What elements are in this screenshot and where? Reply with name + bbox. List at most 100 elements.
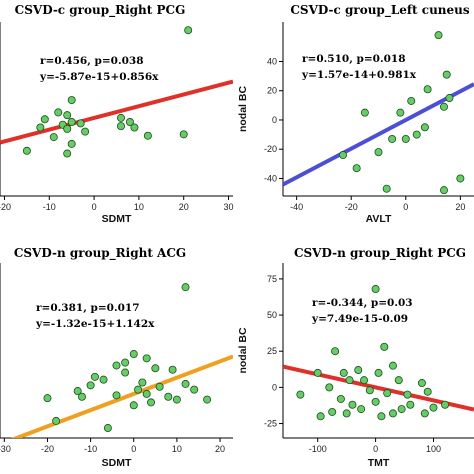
y-tick-label: -40 xyxy=(264,173,277,183)
x-tick-label: -100 xyxy=(309,444,327,454)
data-point xyxy=(90,372,99,381)
data-point xyxy=(121,368,130,377)
data-point xyxy=(313,368,322,377)
data-point xyxy=(396,108,405,117)
x-tick-label: 20 xyxy=(179,202,189,212)
x-tick-label: 10 xyxy=(134,202,144,212)
data-point xyxy=(339,151,348,160)
y-tick-label: 0 xyxy=(272,115,277,125)
x-tick-label: -20 xyxy=(41,444,54,454)
data-point xyxy=(129,401,138,410)
x-axis-label: AVLT xyxy=(366,213,392,225)
data-point xyxy=(365,386,374,395)
data-point xyxy=(434,31,443,40)
x-tick-label: -10 xyxy=(43,202,56,212)
data-point xyxy=(354,366,363,375)
data-point xyxy=(86,381,95,390)
data-point xyxy=(407,96,416,105)
data-point xyxy=(360,376,369,385)
data-point xyxy=(423,85,432,94)
plot-area xyxy=(10,283,233,438)
data-point xyxy=(138,378,147,387)
x-tick-label: -40 xyxy=(290,202,303,212)
data-point xyxy=(54,108,63,117)
x-tick-label: 20 xyxy=(455,202,465,212)
data-point xyxy=(143,131,152,140)
data-point xyxy=(439,186,448,195)
y-tick-label: 40 xyxy=(267,56,277,66)
data-point xyxy=(380,342,389,351)
data-point xyxy=(403,390,412,399)
regression-equation: y=7.49e-15-0.09 xyxy=(311,313,408,325)
regression-equation: y=-5.87e-15+0.856x xyxy=(39,71,159,83)
y-tick-label: 50 xyxy=(267,310,277,320)
data-point xyxy=(429,403,438,412)
data-point xyxy=(348,400,357,409)
data-point xyxy=(382,184,391,193)
data-point xyxy=(420,409,429,418)
data-point xyxy=(49,133,58,142)
data-point xyxy=(360,108,369,117)
chart-panel-1: CSVD-c group_Right PCG -20 -10 0 10 20 30 SDMT r… xyxy=(0,3,234,225)
regression-equation: y=1.57e-14+0.981x xyxy=(301,69,417,81)
data-point xyxy=(325,383,334,392)
data-point xyxy=(374,368,383,377)
data-point xyxy=(43,394,52,403)
data-point xyxy=(181,283,190,292)
x-tick-label: 30 xyxy=(224,202,234,212)
x-axis-label: TMT xyxy=(368,457,390,469)
y-tick-label: -25 xyxy=(264,419,277,429)
y-axis-label: nodal BC xyxy=(237,86,249,132)
x-axis-label: SDMT xyxy=(102,457,132,469)
data-point xyxy=(63,124,72,133)
data-point xyxy=(456,174,465,183)
data-point xyxy=(151,364,160,373)
data-point xyxy=(116,122,125,131)
data-point xyxy=(339,368,348,377)
data-point xyxy=(316,412,325,421)
data-point xyxy=(125,118,134,127)
x-axis-label: SDMT xyxy=(102,213,132,225)
data-point xyxy=(181,379,190,388)
data-point xyxy=(155,382,164,391)
data-point xyxy=(121,358,130,367)
data-point xyxy=(190,385,199,394)
data-point xyxy=(142,389,151,398)
chart-title: CSVD-n group_Right ACG xyxy=(14,246,186,261)
y-axis-label: nodal BC xyxy=(237,327,249,373)
data-point xyxy=(147,398,156,407)
data-point xyxy=(388,134,397,143)
data-point xyxy=(420,123,429,132)
data-point xyxy=(134,385,143,394)
data-point xyxy=(99,375,108,384)
data-point xyxy=(441,400,450,409)
regression-equation: y=-1.32e-15+1.142x xyxy=(35,318,155,330)
chart-panel-3: CSVD-n group_Right ACG -30 -20 -10 0 10 20 SDMT… xyxy=(0,246,233,469)
correlation-stat: r=0.381, p=0.017 xyxy=(36,302,140,314)
data-point xyxy=(129,350,138,359)
data-point xyxy=(81,127,90,136)
regression-line xyxy=(283,82,474,187)
data-point xyxy=(371,285,380,294)
y-tick-label: 0 xyxy=(272,382,277,392)
data-point xyxy=(394,376,403,385)
x-tick-label: 100 xyxy=(426,444,441,454)
data-point xyxy=(112,391,121,400)
data-point xyxy=(142,354,151,363)
data-point xyxy=(397,405,406,414)
correlation-stat: r=0.456, p=0.038 xyxy=(40,55,144,67)
regression-line xyxy=(0,79,233,145)
x-tick-label: 10 xyxy=(172,444,182,454)
data-point xyxy=(401,134,410,143)
x-tick-label: 20 xyxy=(215,444,225,454)
data-point xyxy=(67,118,76,127)
data-point xyxy=(76,119,85,128)
chart-title: CSVD-c group_Left cuneus xyxy=(290,3,470,18)
data-point xyxy=(112,361,121,370)
y-tick-label: 25 xyxy=(267,346,277,356)
data-point xyxy=(377,412,386,421)
data-point xyxy=(412,130,421,139)
data-point xyxy=(439,102,448,111)
data-point xyxy=(352,164,361,173)
data-point xyxy=(345,376,354,385)
